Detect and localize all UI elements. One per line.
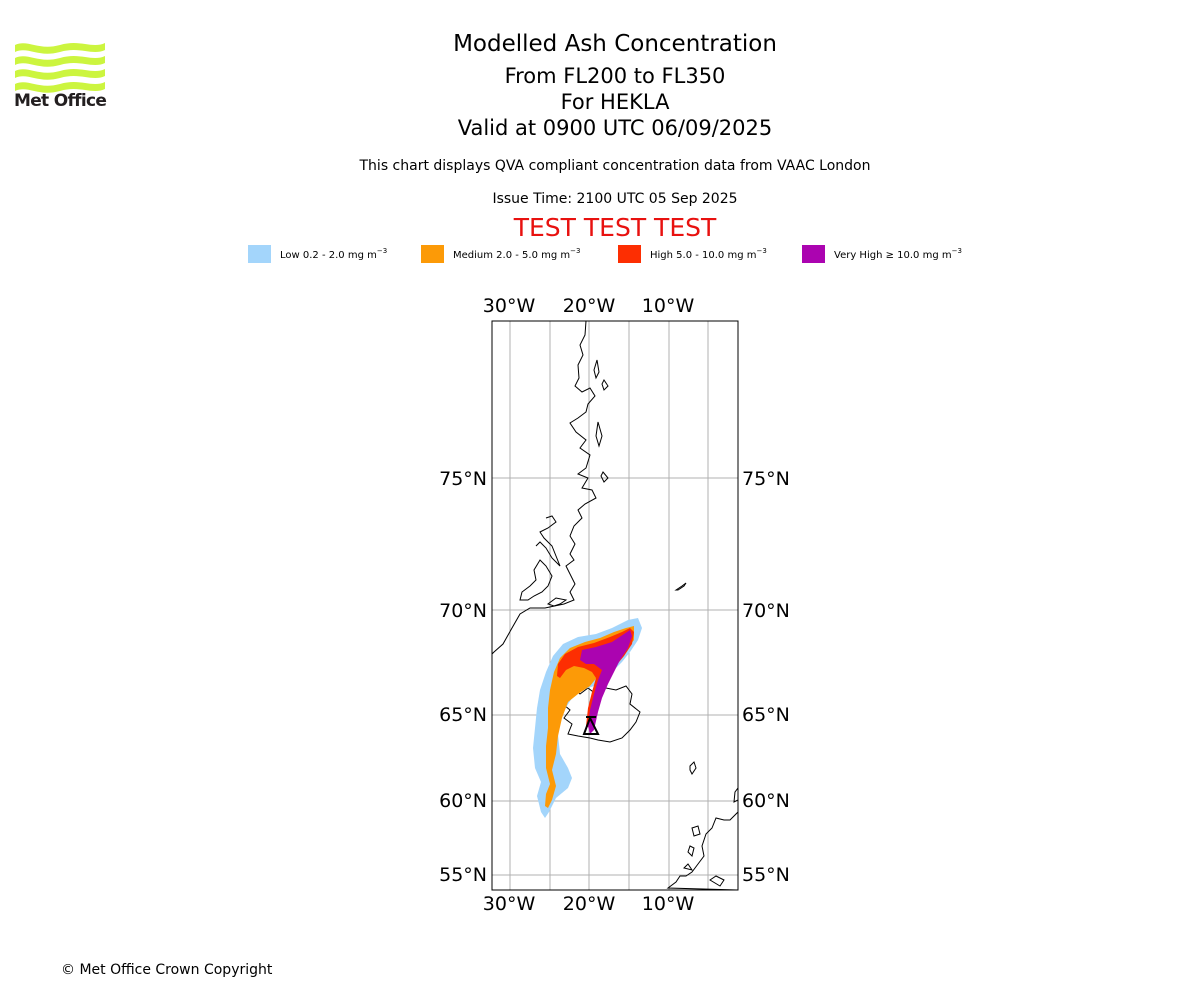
lat-label-right-55n: 55°N <box>742 864 790 886</box>
chart-title: Modelled Ash Concentration <box>453 31 777 57</box>
test-banner: TEST TEST TEST <box>513 213 717 242</box>
map-gridlines <box>492 321 738 890</box>
legend-label-high: High 5.0 - 10.0 mg m−3 <box>650 246 767 261</box>
legend-swatch-medium <box>421 244 444 263</box>
lon-label-top-20w: 20°W <box>563 295 616 317</box>
legend-item-medium: Medium 2.0 - 5.0 mg m−3 <box>421 244 580 263</box>
lat-label-left-65n: 65°N <box>439 704 487 726</box>
issue-time: Issue Time: 2100 UTC 05 Sep 2025 <box>492 191 738 207</box>
lon-label-bottom-30w: 30°W <box>483 893 536 915</box>
legend-item-high: High 5.0 - 10.0 mg m−3 <box>618 244 767 263</box>
lat-label-left-75n: 75°N <box>439 468 487 490</box>
lat-label-right-65n: 65°N <box>742 704 790 726</box>
legend-label-very-high: Very High ≥ 10.0 mg m−3 <box>834 246 962 261</box>
lat-label-right-70n: 70°N <box>742 600 790 622</box>
map-frame <box>491 320 739 891</box>
lon-label-top-10w: 10°W <box>642 295 695 317</box>
lat-label-right-60n: 60°N <box>742 790 790 812</box>
ash-medium-region <box>545 626 634 808</box>
ash-very-high-region <box>580 630 632 734</box>
lat-label-left-55n: 55°N <box>439 864 487 886</box>
volcano-name: For HEKLA <box>560 90 670 114</box>
lat-label-left-60n: 60°N <box>439 790 487 812</box>
lon-label-top-30w: 30°W <box>483 295 536 317</box>
legend-swatch-low <box>248 244 271 263</box>
lon-label-bottom-20w: 20°W <box>563 893 616 915</box>
legend-swatch-high <box>618 244 641 263</box>
valid-time: Valid at 0900 UTC 06/09/2025 <box>457 116 773 140</box>
coastlines <box>492 321 738 890</box>
chart-description: This chart displays QVA compliant concen… <box>359 158 871 174</box>
legend-swatch-very-high <box>802 244 825 263</box>
met-office-logo-icon <box>15 43 105 93</box>
lon-label-bottom-10w: 10°W <box>642 893 695 915</box>
legend-label-medium: Medium 2.0 - 5.0 mg m−3 <box>453 246 581 261</box>
legend-item-low: Low 0.2 - 2.0 mg m−3 <box>248 244 387 263</box>
legend-item-very-high: Very High ≥ 10.0 mg m−3 <box>802 244 962 263</box>
logo-text: Met Office <box>14 91 107 111</box>
lat-label-left-70n: 70°N <box>439 600 487 622</box>
flight-level-range: From FL200 to FL350 <box>504 64 726 88</box>
ash-plume <box>533 618 642 818</box>
volcano-triangle-icon <box>582 715 600 735</box>
lat-label-right-75n: 75°N <box>742 468 790 490</box>
copyright-notice: © Met Office Crown Copyright <box>61 962 273 978</box>
legend-label-low: Low 0.2 - 2.0 mg m−3 <box>280 246 388 261</box>
